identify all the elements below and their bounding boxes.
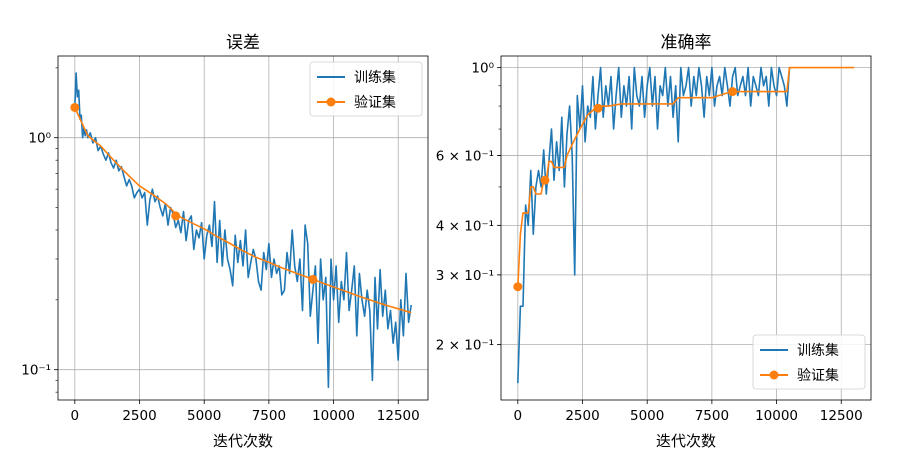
loss-legend-val-marker [326,97,336,107]
accuracy-x-tick-label: 2500 [565,408,599,424]
accuracy-chart-title: 准确率 [661,33,712,53]
accuracy-y-tick-label: 10⁰ [471,61,494,77]
accuracy-legend: 训练集 验证集 [752,334,866,390]
accuracy-legend-train-label: 训练集 [797,342,839,359]
loss-legend-train-label: 训练集 [354,69,396,86]
loss-chart: 误差 0 2500 5000 7500 10000 12500 10⁰ 10⁻¹ 迭代次数 训… [21,33,429,449]
loss-ticks: 0 2500 5000 7500 10000 12500 10⁰ 10⁻¹ [21,67,420,424]
loss-x-tick-label: 12500 [377,408,420,424]
loss-y-tick-label: 10⁰ [28,131,51,147]
loss-legend: 训练集 验证集 [309,61,423,117]
accuracy-ticks: 0 2500 5000 7500 10000 12500 10⁰ 6 × 10⁻¹ 4 × 10… [436,61,863,424]
loss-chart-title: 误差 [226,33,260,53]
accuracy-x-tick-label: 7500 [695,408,729,424]
accuracy-x-tick-label: 0 [514,408,523,424]
loss-x-tick-label: 0 [71,408,80,424]
loss-x-tick-label: 7500 [252,408,286,424]
loss-val-point [171,211,181,221]
accuracy-val-point [728,87,738,97]
loss-series-line-val [74,107,412,314]
accuracy-y-tick-label: 2 × 10⁻¹ [436,338,494,354]
accuracy-y-tick-label: 3 × 10⁻¹ [436,268,494,284]
accuracy-legend-val-marker [769,370,779,380]
accuracy-series-line-val [517,66,855,287]
accuracy-val-point [513,282,523,292]
accuracy-val-point [540,175,550,185]
loss-val-point [70,102,80,112]
loss-val-point [308,274,318,284]
loss-legend-val-label: 验证集 [354,94,396,111]
accuracy-x-axis-label: 迭代次数 [656,432,716,449]
loss-x-tick-label: 2500 [122,408,156,424]
accuracy-val-point [593,103,603,113]
loss-x-axis-label: 迭代次数 [213,432,273,449]
accuracy-y-tick-label: 4 × 10⁻¹ [436,218,494,234]
loss-series [70,72,412,389]
accuracy-series [513,66,855,384]
loss-y-tick-label: 10⁻¹ [21,363,51,379]
loss-plot-frame [57,55,429,401]
loss-x-tick-label: 10000 [312,408,355,424]
accuracy-series-line-train [517,66,791,384]
loss-series-line-train [74,72,412,389]
accuracy-legend-val-label: 验证集 [797,367,839,384]
accuracy-chart: 准确率 0 2500 5000 7500 10000 12500 10⁰ 6 × 10⁻¹ 4 … [436,33,872,449]
accuracy-x-tick-label: 5000 [630,408,664,424]
loss-x-tick-label: 5000 [187,408,221,424]
accuracy-x-tick-label: 12500 [820,408,863,424]
accuracy-plot-frame [500,55,872,401]
accuracy-y-tick-label: 6 × 10⁻¹ [436,149,494,165]
accuracy-x-tick-label: 10000 [755,408,798,424]
